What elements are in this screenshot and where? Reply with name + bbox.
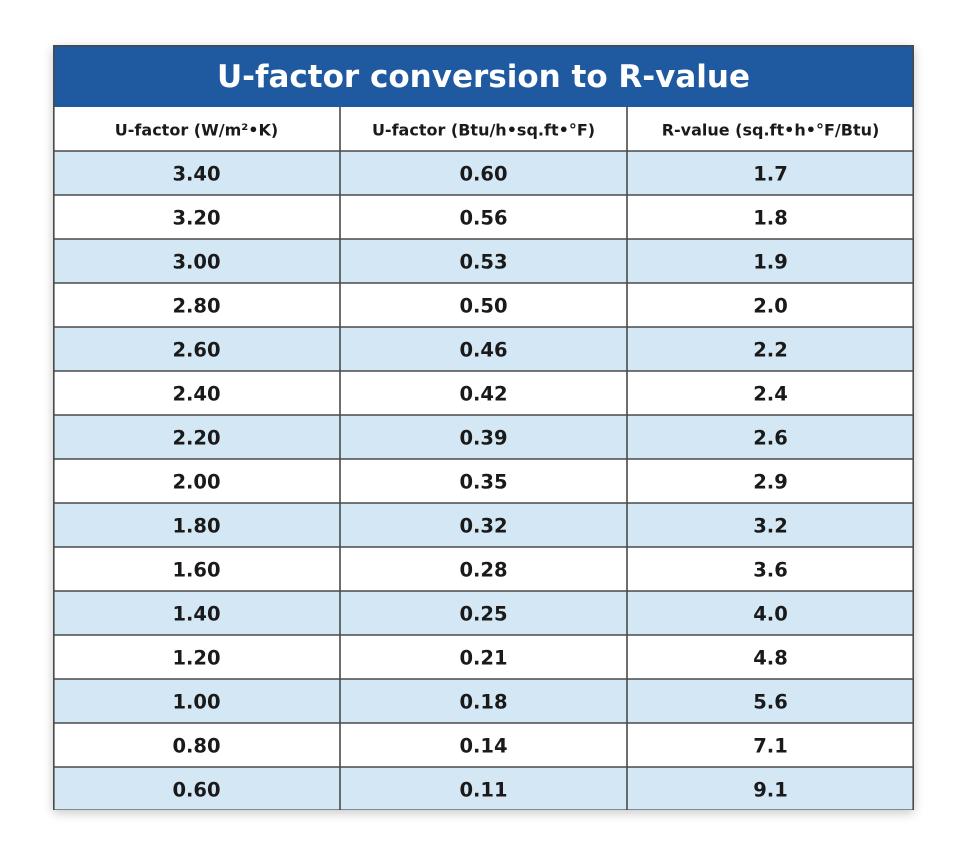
table-cell-r4-c3: 2.0 — [753, 295, 788, 318]
column-header-2: U-factor (Btu/h•sq.ft•°F) — [372, 121, 595, 140]
table-cell-r10-c2: 0.28 — [459, 559, 507, 582]
table-cell-r3-c2: 0.53 — [459, 251, 507, 274]
background-layer — [53, 45, 914, 810]
table-cell-r15-c3: 9.1 — [753, 779, 788, 802]
table-cell-r4-c1: 2.80 — [172, 295, 220, 318]
table-cell-r14-c3: 7.1 — [753, 735, 788, 758]
table-cell-r10-c1: 1.60 — [172, 559, 220, 582]
table-title: U-factor conversion to R-value — [217, 59, 750, 95]
table-cell-r2-c2: 0.56 — [459, 207, 507, 230]
table-cell-r10-c3: 3.6 — [753, 559, 788, 582]
table-cell-r12-c3: 4.8 — [753, 647, 788, 670]
table-row-12 — [53, 635, 914, 679]
conversion-table: U-factor conversion to R-value U-factor (… — [53, 45, 914, 810]
table-cell-r3-c1: 3.00 — [172, 251, 220, 274]
table-cell-r13-c2: 0.18 — [459, 691, 507, 714]
table-row-9 — [53, 503, 914, 547]
table-cell-r9-c2: 0.32 — [459, 515, 507, 538]
table-row-11 — [53, 591, 914, 635]
table-cell-r1-c2: 0.60 — [459, 163, 507, 186]
table-cell-r2-c1: 3.20 — [172, 207, 220, 230]
table-cell-r2-c3: 1.8 — [753, 207, 788, 230]
table-row-5 — [53, 327, 914, 371]
table-row-4 — [53, 283, 914, 327]
table-cell-r14-c2: 0.14 — [459, 735, 507, 758]
header-row — [53, 107, 914, 151]
table-row-7 — [53, 415, 914, 459]
table-cell-r4-c2: 0.50 — [459, 295, 507, 318]
table-cell-r7-c1: 2.20 — [172, 427, 220, 450]
table-cell-r1-c1: 3.40 — [172, 163, 220, 186]
table-cell-r5-c2: 0.46 — [459, 339, 507, 362]
text-layer: U-factor conversion to R-value U-factor (… — [115, 59, 880, 802]
table-row-14 — [53, 723, 914, 767]
table-cell-r6-c3: 2.4 — [753, 383, 788, 406]
table-row-2 — [53, 195, 914, 239]
table-cell-r13-c1: 1.00 — [172, 691, 220, 714]
table-cell-r13-c3: 5.6 — [753, 691, 788, 714]
table-cell-r1-c3: 1.7 — [753, 163, 788, 186]
table-cell-r5-c1: 2.60 — [172, 339, 220, 362]
table-row-10 — [53, 547, 914, 591]
table-row-15 — [53, 767, 914, 810]
table-cell-r7-c3: 2.6 — [753, 427, 788, 450]
table-row-8 — [53, 459, 914, 503]
table-cell-r12-c1: 1.20 — [172, 647, 220, 670]
table-cell-r12-c2: 0.21 — [459, 647, 507, 670]
table-cell-r5-c3: 2.2 — [753, 339, 788, 362]
table-cell-r14-c1: 0.80 — [172, 735, 220, 758]
column-header-3: R-value (sq.ft•h•°F/Btu) — [662, 121, 880, 140]
table-row-6 — [53, 371, 914, 415]
table-row-3 — [53, 239, 914, 283]
table-cell-r6-c2: 0.42 — [459, 383, 507, 406]
table-cell-r3-c3: 1.9 — [753, 251, 788, 274]
title-band — [53, 45, 914, 107]
table-cell-r9-c3: 3.2 — [753, 515, 788, 538]
table-cell-r11-c1: 1.40 — [172, 603, 220, 626]
table-cell-r8-c1: 2.00 — [172, 471, 220, 494]
table-cell-r15-c1: 0.60 — [172, 779, 220, 802]
table-cell-r6-c1: 2.40 — [172, 383, 220, 406]
table-cell-r8-c3: 2.9 — [753, 471, 788, 494]
table-row-1 — [53, 151, 914, 195]
table-cell-r15-c2: 0.11 — [459, 779, 507, 802]
table-row-13 — [53, 679, 914, 723]
table-cell-r11-c2: 0.25 — [459, 603, 507, 626]
table-cell-r9-c1: 1.80 — [172, 515, 220, 538]
table-border — [53, 45, 914, 810]
grid-layer — [53, 45, 914, 810]
table-cell-r11-c3: 4.0 — [753, 603, 788, 626]
table-cell-r7-c2: 0.39 — [459, 427, 507, 450]
table-svg: U-factor conversion to R-value U-factor (… — [53, 45, 914, 810]
table-cell-r8-c2: 0.35 — [459, 471, 507, 494]
column-header-1: U-factor (W/m²•K) — [115, 121, 278, 140]
